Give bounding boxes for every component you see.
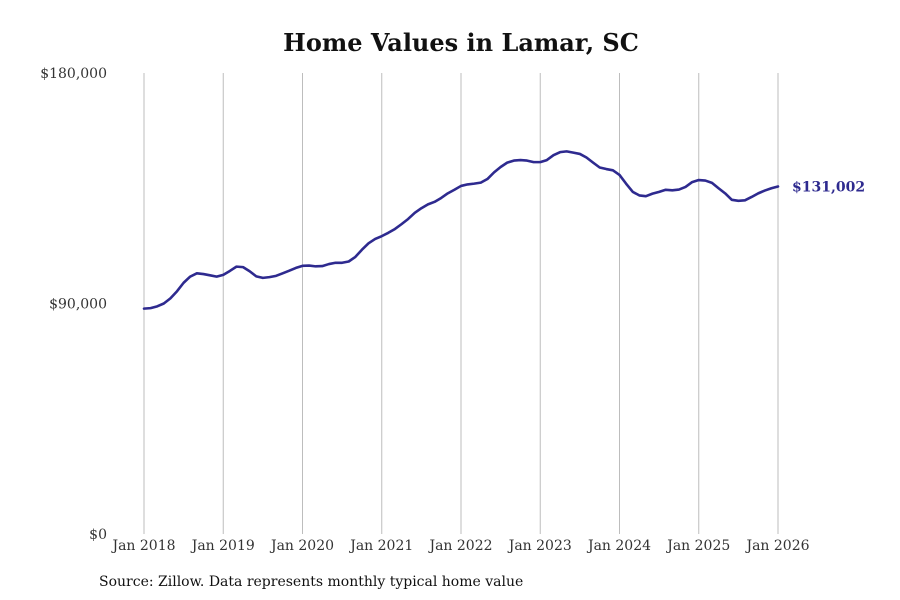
x-tick-label: Jan 2019 [190, 538, 255, 554]
x-tick-label: Jan 2025 [665, 538, 730, 554]
x-tick-label: Jan 2020 [269, 538, 334, 554]
y-axis-ticks: $0 $90,000 $180,000 [40, 66, 107, 543]
series-line-home-value [142, 150, 780, 310]
x-tick-label: Jan 2018 [110, 538, 175, 554]
x-axis-ticks: Jan 2018 Jan 2019 Jan 2020 Jan 2021 Jan 2022… [110, 538, 809, 554]
x-tick-label: Jan 2021 [348, 538, 413, 554]
x-tick-label: Jan 2023 [507, 538, 572, 554]
x-tick-label: Jan 2026 [744, 538, 809, 554]
chart-title: Home Values in Lamar, SC [283, 28, 639, 57]
gridlines [143, 73, 779, 534]
x-tick-label: Jan 2024 [586, 538, 651, 554]
y-tick-label: $90,000 [49, 297, 107, 313]
y-tick-label: $0 [89, 527, 107, 543]
y-tick-label: $180,000 [40, 66, 107, 82]
end-value-label: $131,002 [792, 179, 865, 195]
x-tick-label: Jan 2022 [427, 538, 492, 554]
source-note: Source: Zillow. Data represents monthly … [99, 574, 524, 590]
